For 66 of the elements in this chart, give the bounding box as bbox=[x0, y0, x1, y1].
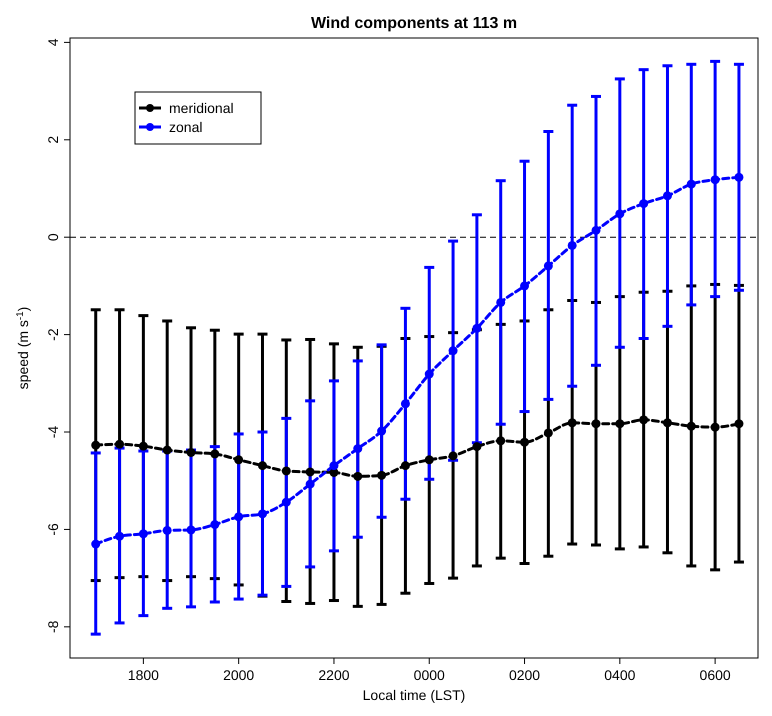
point bbox=[400, 461, 410, 470]
point bbox=[710, 422, 720, 432]
y-tick-label: 2 bbox=[45, 136, 61, 144]
point bbox=[91, 540, 100, 549]
y-tick-label: -6 bbox=[45, 522, 61, 536]
legend-label: zonal bbox=[169, 119, 202, 135]
point bbox=[234, 512, 244, 522]
point bbox=[496, 298, 506, 307]
point bbox=[568, 240, 577, 250]
point bbox=[520, 438, 530, 447]
y-tick-label: 4 bbox=[45, 38, 61, 46]
x-tick-label: 0000 bbox=[414, 667, 446, 683]
x-tick-label: 0200 bbox=[508, 667, 540, 683]
point bbox=[662, 191, 672, 200]
point bbox=[686, 422, 696, 431]
x-axis-title: Local time (LST) bbox=[362, 687, 466, 703]
point bbox=[400, 399, 410, 408]
point bbox=[377, 470, 386, 480]
point bbox=[734, 419, 744, 428]
point bbox=[282, 498, 291, 507]
point bbox=[210, 449, 220, 458]
point bbox=[734, 172, 744, 182]
point bbox=[639, 199, 648, 208]
point bbox=[258, 461, 267, 470]
point bbox=[282, 466, 291, 476]
point bbox=[710, 175, 720, 184]
x-tick-label: 2200 bbox=[318, 667, 350, 683]
y-tick-label: 0 bbox=[45, 233, 61, 242]
point bbox=[615, 419, 624, 428]
point bbox=[234, 455, 244, 464]
y-tick-label: -4 bbox=[45, 426, 61, 438]
x-tick-label: 1800 bbox=[128, 667, 160, 683]
point bbox=[424, 370, 434, 379]
point bbox=[686, 180, 696, 189]
point bbox=[353, 444, 362, 454]
point bbox=[496, 436, 506, 446]
chart-title: Wind components at 113 m bbox=[310, 15, 518, 32]
point bbox=[306, 480, 315, 489]
point bbox=[424, 455, 434, 464]
point bbox=[544, 261, 553, 270]
y-tick-label: -2 bbox=[45, 328, 61, 341]
point bbox=[639, 415, 648, 424]
point bbox=[186, 525, 196, 534]
point bbox=[91, 440, 100, 450]
point bbox=[353, 472, 362, 481]
point bbox=[568, 418, 577, 428]
point bbox=[592, 419, 601, 428]
point bbox=[377, 426, 386, 436]
point bbox=[662, 418, 672, 428]
point bbox=[115, 532, 124, 541]
point bbox=[329, 461, 338, 470]
point bbox=[138, 529, 148, 538]
point bbox=[162, 526, 172, 535]
legend-label: meridional bbox=[169, 100, 234, 116]
point bbox=[544, 428, 553, 438]
x-tick-label: 0600 bbox=[700, 667, 731, 683]
x-tick-label: 0400 bbox=[604, 667, 636, 683]
point bbox=[258, 509, 267, 518]
point bbox=[306, 467, 315, 476]
x-tick-label: 2000 bbox=[223, 667, 254, 683]
point bbox=[210, 520, 220, 530]
point bbox=[520, 281, 530, 290]
point bbox=[615, 209, 624, 218]
point bbox=[448, 346, 458, 356]
y-tick-label: -8 bbox=[45, 620, 61, 634]
point bbox=[592, 226, 601, 235]
